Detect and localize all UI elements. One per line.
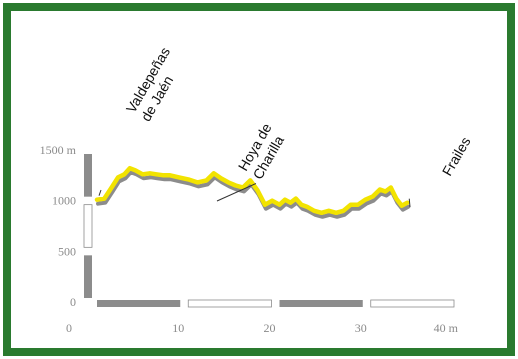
x-tick-label: 0	[66, 321, 72, 335]
y-scale-segment	[84, 255, 92, 298]
x-tick-label: 10	[172, 321, 184, 335]
y-tick-label: 1000	[52, 194, 76, 208]
x-scale-segment	[188, 300, 271, 307]
profile-shadow	[98, 172, 408, 217]
y-tick-label: 500	[58, 244, 76, 258]
y-tick-label: 1500 m	[40, 143, 77, 157]
x-tick-label: 20	[264, 321, 276, 335]
y-scale-segment	[84, 154, 92, 197]
annotation-text: Frailes	[439, 134, 474, 178]
x-scale-segment	[97, 300, 180, 307]
x-tick-label: 30	[355, 321, 367, 335]
x-scale-segment	[371, 300, 454, 307]
annotation-leader	[99, 190, 101, 196]
x-tick-label: 40 m	[434, 321, 459, 335]
x-scale-segment	[280, 300, 363, 307]
annotation-label: Frailes	[439, 134, 474, 178]
y-tick-label: 0	[70, 295, 76, 309]
y-scale-segment	[84, 205, 92, 248]
